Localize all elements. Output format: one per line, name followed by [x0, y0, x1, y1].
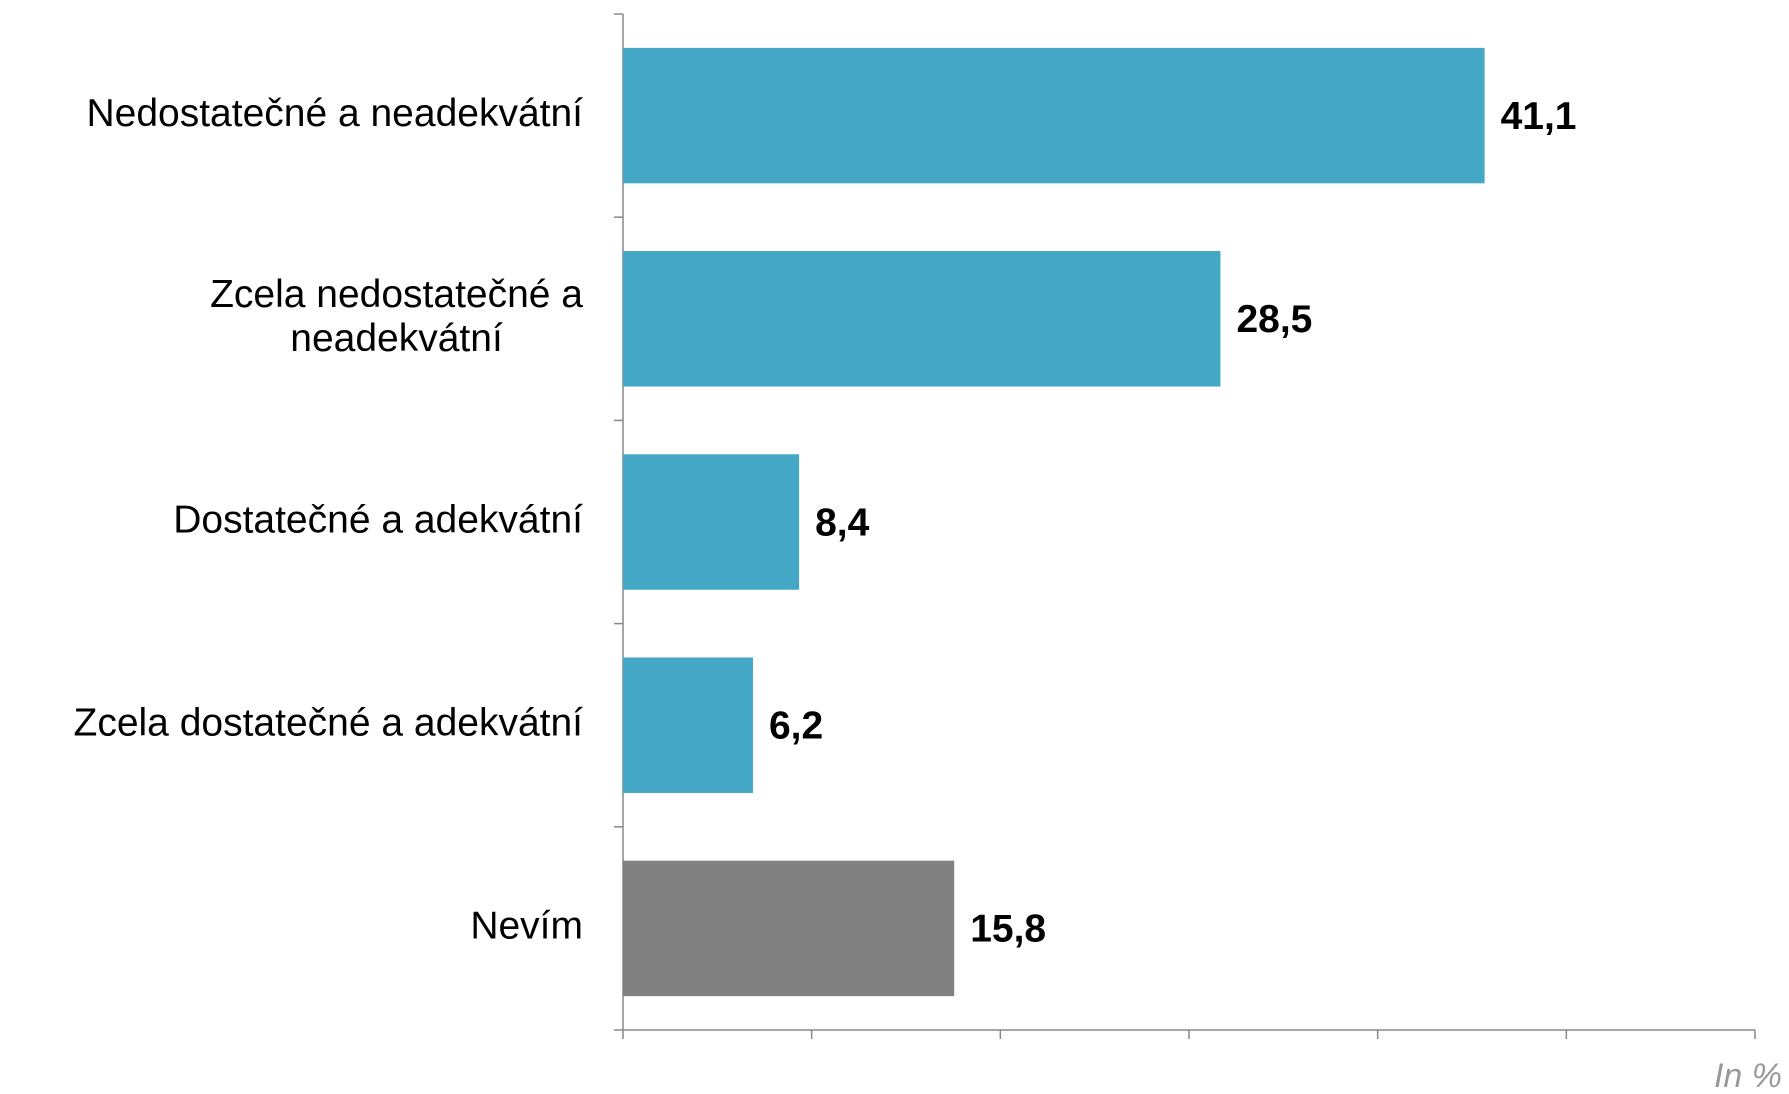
bar	[623, 454, 800, 590]
value-label: 28,5	[1236, 298, 1312, 341]
category-label: Zcela nedostatečné a neadekvátní	[210, 273, 583, 360]
bar	[623, 251, 1221, 387]
value-label: 8,4	[815, 501, 870, 544]
value-label: 6,2	[769, 704, 823, 747]
unit-annotation: In %	[1714, 1057, 1782, 1094]
category-label: Nedostatečné a neadekvátní	[86, 92, 583, 135]
bar	[623, 860, 955, 997]
value-label: 15,8	[970, 908, 1046, 951]
category-label: Zcela dostatečné a adekvátní	[74, 701, 584, 744]
category-label: Nevím	[470, 905, 583, 948]
value-label: 41,1	[1501, 95, 1577, 138]
bar	[623, 47, 1485, 184]
category-label: Dostatečné a adekvátní	[173, 498, 583, 541]
bar	[623, 657, 753, 793]
